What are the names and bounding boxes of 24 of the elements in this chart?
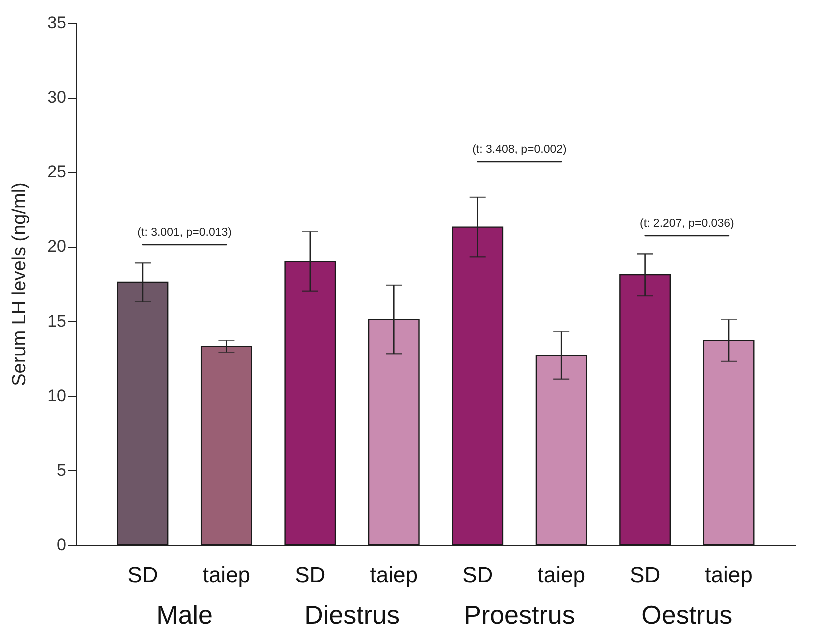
x-tick-label: SD bbox=[630, 562, 661, 588]
text: Oestrus bbox=[642, 600, 733, 630]
x-tick-label: SD bbox=[462, 562, 494, 588]
annotation: (t: 2.207, p=0.036) bbox=[640, 218, 734, 230]
y-tick-label: 25 bbox=[48, 162, 66, 182]
x-tick-label: SD bbox=[295, 562, 326, 588]
y-tick-label: 15 bbox=[48, 312, 66, 331]
x-tick-label: SD bbox=[128, 562, 158, 588]
x-tick-label: taiep bbox=[202, 562, 251, 588]
x-tick-label: taiep bbox=[370, 562, 418, 588]
annotation: (t: 3.001, p=0.013) bbox=[138, 227, 232, 239]
y-tick-label: 20 bbox=[48, 237, 66, 256]
x-tick-label: taiep bbox=[705, 562, 753, 588]
y-axis-title: Serum LH levels (ng/ml) bbox=[10, 182, 31, 386]
y-tick-label: 35 bbox=[48, 14, 66, 32]
text: Diestrus bbox=[304, 600, 400, 630]
text: Proestrus bbox=[464, 600, 576, 630]
y-tick-label: 10 bbox=[48, 386, 66, 406]
annotation: (t: 3.408, p=0.002) bbox=[472, 144, 568, 156]
y-tick-label: 30 bbox=[48, 88, 66, 108]
y-tick-label: 5 bbox=[57, 460, 66, 480]
y-tick-label: 0 bbox=[57, 536, 66, 554]
text: Male bbox=[156, 600, 214, 630]
x-tick-label: taiep bbox=[538, 562, 586, 588]
